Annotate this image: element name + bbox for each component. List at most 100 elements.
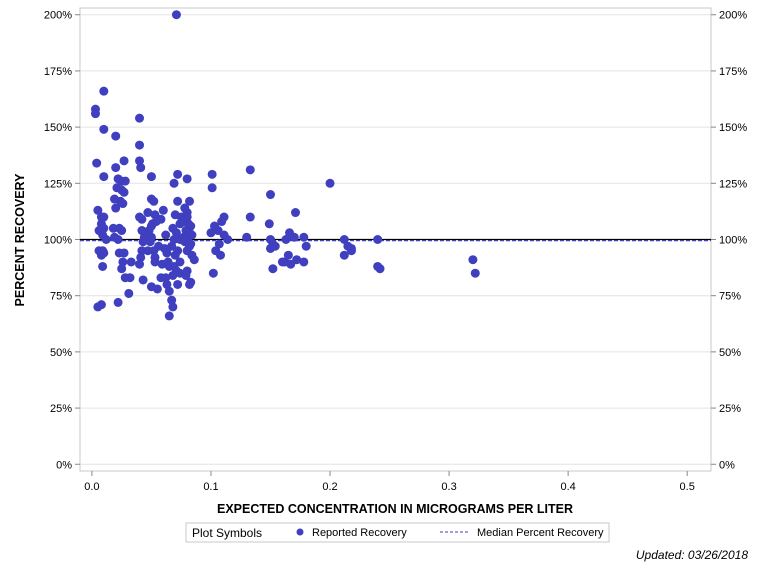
data-point <box>207 169 217 179</box>
data-point <box>164 286 174 296</box>
y-axis-left: 0% 25% 50% 75% 100% 125% 150% 175% 200% <box>44 10 80 471</box>
data-point <box>143 208 153 218</box>
data-point <box>164 311 174 321</box>
data-point <box>168 302 178 312</box>
data-point <box>170 250 180 260</box>
data-point <box>217 217 227 227</box>
data-point <box>135 140 145 150</box>
data-point <box>189 255 199 265</box>
data-point <box>150 257 160 267</box>
data-point <box>117 264 127 274</box>
data-point <box>373 261 383 271</box>
y-tick-label-left: 100% <box>44 235 72 247</box>
y-tick-label-right: 100% <box>719 235 747 247</box>
data-point <box>92 158 102 168</box>
data-point <box>339 250 349 260</box>
data-point <box>120 176 130 186</box>
legend-marker-reported <box>296 528 304 536</box>
data-point <box>468 255 478 265</box>
y-tick-label-left: 125% <box>44 178 72 190</box>
data-point <box>245 212 255 222</box>
data-point <box>168 270 178 280</box>
data-point <box>138 237 148 247</box>
data-point <box>325 178 335 188</box>
y-tick-label-right: 25% <box>719 403 741 415</box>
data-point <box>136 163 146 173</box>
data-point <box>277 257 287 267</box>
data-point <box>207 183 217 193</box>
y-tick-label-right: 125% <box>719 178 747 190</box>
data-point <box>299 232 309 242</box>
data-point <box>118 199 128 209</box>
data-point <box>156 214 166 224</box>
data-point <box>264 219 274 229</box>
y-tick-label-right: 75% <box>719 291 741 303</box>
y-tick-label-left: 75% <box>50 291 72 303</box>
data-point <box>265 243 275 253</box>
data-point <box>118 257 128 267</box>
data-point <box>185 279 195 289</box>
data-point <box>119 156 129 166</box>
data-point <box>124 288 134 298</box>
data-point <box>149 196 159 206</box>
data-point <box>117 226 127 236</box>
x-axis: 0.0 0.1 0.2 0.3 0.4 0.5 <box>84 471 695 493</box>
data-point <box>119 187 129 197</box>
x-tick-label: 0.4 <box>560 481 575 493</box>
x-tick-label: 0.0 <box>84 481 99 493</box>
data-point <box>162 248 172 258</box>
data-point <box>214 239 224 249</box>
data-point <box>111 203 121 213</box>
data-point <box>173 169 183 179</box>
legend: Plot Symbols Reported Recovery Median Pe… <box>185 522 610 543</box>
data-point <box>265 190 275 200</box>
data-point <box>289 232 299 242</box>
y-tick-label-right: 50% <box>719 347 741 359</box>
data-point <box>101 235 111 244</box>
data-point <box>111 131 121 141</box>
data-point <box>98 261 108 271</box>
data-point <box>283 250 293 260</box>
y-tick-label-left: 200% <box>44 10 72 22</box>
data-point <box>167 295 177 305</box>
data-point <box>125 273 135 283</box>
data-point <box>206 228 216 238</box>
data-point <box>161 273 171 283</box>
data-point <box>90 109 100 119</box>
y-axis-title: PERCENT RECOVERY <box>13 173 27 307</box>
data-point <box>146 172 156 182</box>
y-axis-right: 0% 25% 50% 75% 100% 125% 150% 175% 200% <box>711 10 747 471</box>
data-point <box>113 297 123 307</box>
x-axis-title: EXPECTED CONCENTRATION IN MICROGRAMS PER… <box>217 502 573 516</box>
legend-box <box>185 522 610 543</box>
legend-label-reported: Reported Recovery <box>312 527 407 539</box>
data-point <box>99 172 109 182</box>
y-tick-label-left: 150% <box>44 122 72 134</box>
data-point <box>135 259 145 269</box>
x-tick-label: 0.5 <box>680 481 695 493</box>
data-point <box>339 235 349 244</box>
data-point <box>135 113 145 123</box>
data-point <box>99 86 109 96</box>
y-tick-label-right: 175% <box>719 66 747 78</box>
x-tick-label: 0.2 <box>322 481 337 493</box>
legend-title: Plot Symbols <box>192 526 262 540</box>
data-point <box>96 250 106 260</box>
data-point <box>245 165 255 175</box>
data-point <box>96 300 106 310</box>
data-point <box>181 270 191 280</box>
data-point <box>99 124 109 134</box>
updated-date: Updated: 03/26/2018 <box>635 548 748 562</box>
y-tick-label-right: 150% <box>719 122 747 134</box>
data-point <box>292 255 302 265</box>
y-tick-label-left: 0% <box>56 459 72 471</box>
data-point <box>149 246 159 256</box>
y-tick-label-left: 50% <box>50 347 72 359</box>
data-point <box>185 196 195 206</box>
data-point <box>152 284 162 294</box>
legend-label-median: Median Percent Recovery <box>477 527 604 539</box>
y-tick-label-right: 0% <box>719 459 735 471</box>
data-point <box>158 205 168 215</box>
data-point <box>281 235 291 244</box>
data-points <box>90 10 480 321</box>
